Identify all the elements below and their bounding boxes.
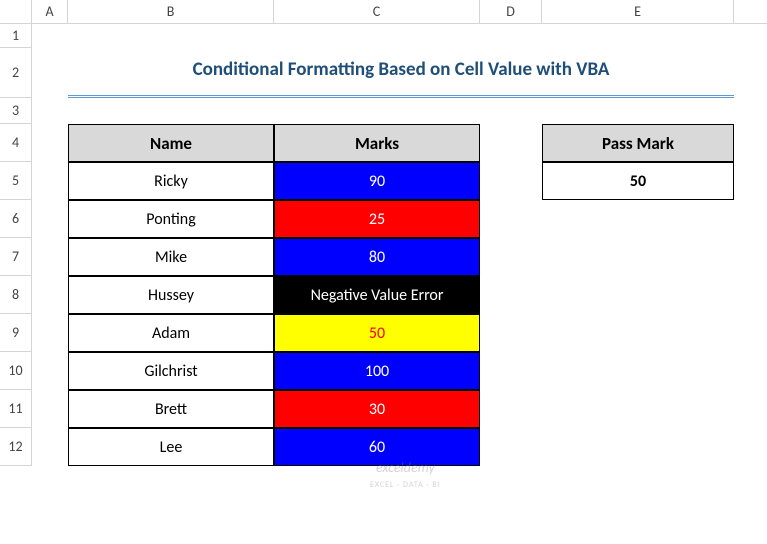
row-header[interactable]: 11: [0, 390, 32, 428]
table-header-name[interactable]: Name: [68, 124, 274, 162]
row-header[interactable]: 7: [0, 238, 32, 276]
table-cell-name[interactable]: Lee: [68, 428, 274, 466]
row-header[interactable]: 9: [0, 314, 32, 352]
spreadsheet-grid: A B C D E 1 2 3 4 5 6 7 8 9 10 11 12 Con…: [0, 0, 767, 466]
table-cell-name[interactable]: Ponting: [68, 200, 274, 238]
col-header-D[interactable]: D: [480, 0, 542, 24]
col-header-A[interactable]: A: [32, 0, 68, 24]
row-header[interactable]: 6: [0, 200, 32, 238]
table-cell-marks[interactable]: 50: [274, 314, 480, 352]
row-header[interactable]: 2: [0, 48, 32, 98]
pass-mark-header[interactable]: Pass Mark: [542, 124, 734, 162]
row-header[interactable]: 4: [0, 124, 32, 162]
table-cell-marks[interactable]: Negative Value Error: [274, 276, 480, 314]
table-cell-name[interactable]: Adam: [68, 314, 274, 352]
table-cell-name[interactable]: Gilchrist: [68, 352, 274, 390]
table-cell-marks[interactable]: 25: [274, 200, 480, 238]
row-header[interactable]: 8: [0, 276, 32, 314]
row-header[interactable]: 3: [0, 98, 32, 124]
col-header-blank[interactable]: [734, 0, 767, 24]
table-cell-name[interactable]: Brett: [68, 390, 274, 428]
table-cell-name[interactable]: Ricky: [68, 162, 274, 200]
col-header-E[interactable]: E: [542, 0, 734, 24]
table-cell-marks[interactable]: 90: [274, 162, 480, 200]
table-cell-name[interactable]: Mike: [68, 238, 274, 276]
table-cell-marks[interactable]: 80: [274, 238, 480, 276]
row-header[interactable]: 5: [0, 162, 32, 200]
table-header-marks[interactable]: Marks: [274, 124, 480, 162]
row-header[interactable]: 10: [0, 352, 32, 390]
sheet-title: Conditional Formatting Based on Cell Val…: [68, 48, 734, 98]
col-header-B[interactable]: B: [68, 0, 274, 24]
table-cell-marks[interactable]: 100: [274, 352, 480, 390]
pass-mark-value[interactable]: 50: [542, 162, 734, 200]
col-header-C[interactable]: C: [274, 0, 480, 24]
row-header[interactable]: 12: [0, 428, 32, 466]
watermark-sub: EXCEL · DATA · BI: [370, 480, 441, 490]
row-header[interactable]: 1: [0, 24, 32, 48]
table-cell-marks[interactable]: 30: [274, 390, 480, 428]
table-cell-marks[interactable]: 60: [274, 428, 480, 466]
table-cell-name[interactable]: Hussey: [68, 276, 274, 314]
select-all-corner[interactable]: [0, 0, 32, 24]
